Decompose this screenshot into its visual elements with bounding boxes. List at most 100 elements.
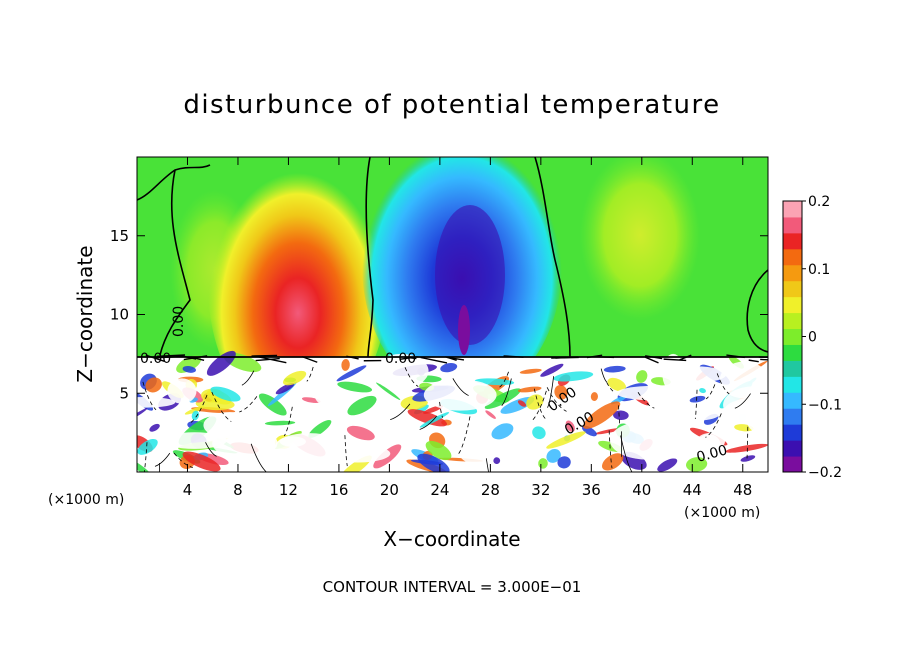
turbulence-contour bbox=[173, 452, 193, 469]
turbulence-white-cell bbox=[458, 436, 494, 465]
turbulence-blob bbox=[182, 365, 196, 373]
colorbar-swatch bbox=[783, 440, 802, 457]
turbulence-blob bbox=[484, 388, 521, 410]
turbulence-blob bbox=[137, 438, 158, 455]
turbulence-blob bbox=[546, 449, 561, 463]
turbulence-contour bbox=[390, 403, 411, 421]
turbulence-blob bbox=[583, 401, 621, 429]
colorbar-label: 0.1 bbox=[808, 262, 830, 278]
x-unit-left: (×1000 m) bbox=[48, 492, 124, 508]
turbulence-blob bbox=[346, 425, 375, 441]
turbulence-blob bbox=[283, 370, 307, 386]
turbulence-contour bbox=[618, 405, 621, 427]
y-axis: 5 10 15 bbox=[110, 227, 768, 402]
turbulence-contour bbox=[419, 415, 437, 430]
boundary-layer-turbulence bbox=[137, 350, 768, 472]
turbulence-blob bbox=[493, 457, 501, 465]
turbulence-white-cell bbox=[275, 433, 344, 460]
x-tick-label: 24 bbox=[430, 481, 449, 499]
colorbar: 0.2 0.1 0 −0.1 −0.2 bbox=[782, 194, 842, 481]
turbulence-blob bbox=[376, 382, 401, 400]
colorbar-label: −0.2 bbox=[808, 465, 842, 481]
turbulence-blob bbox=[532, 426, 546, 440]
turbulence-contour bbox=[211, 391, 232, 422]
turbulence-blob bbox=[689, 395, 706, 403]
colorbar-swatch bbox=[783, 376, 802, 393]
boundary-contour-dash bbox=[420, 356, 448, 364]
turbulence-contour bbox=[205, 442, 217, 457]
boundary-contour-dash bbox=[251, 354, 278, 357]
y-tick-label: 5 bbox=[119, 384, 129, 402]
turbulence-white-cell bbox=[677, 407, 720, 421]
turbulence-contour bbox=[546, 387, 567, 412]
turbulence-blob bbox=[613, 410, 629, 421]
contour-label: 0.00 bbox=[140, 351, 171, 367]
turbulence-blob bbox=[546, 431, 586, 449]
turbulence-blob bbox=[176, 355, 202, 373]
turbulence-contour bbox=[154, 452, 171, 467]
x-tick-label: 20 bbox=[380, 481, 399, 499]
turbulence-blob bbox=[410, 459, 444, 465]
turbulence-blob bbox=[540, 363, 564, 377]
turbulence-contour bbox=[143, 442, 148, 472]
x-tick-label: 28 bbox=[481, 481, 500, 499]
turbulence-white-cell bbox=[696, 432, 726, 451]
turbulence-contour bbox=[501, 378, 512, 407]
turbulence-white-cell bbox=[662, 353, 685, 393]
boundary-contour-dash bbox=[760, 358, 768, 361]
turbulence-contour bbox=[239, 396, 258, 413]
turbulence-blob bbox=[686, 457, 708, 472]
x-tick-label: 36 bbox=[582, 481, 601, 499]
x-unit-right: (×1000 m) bbox=[684, 505, 760, 521]
turbulence-contour bbox=[452, 378, 469, 396]
turbulence-contour bbox=[485, 458, 489, 472]
colorbar-swatch bbox=[783, 360, 802, 377]
y-axis-label: Z−coordinate bbox=[73, 245, 97, 382]
turbulence-blob bbox=[347, 395, 377, 416]
turbulence-contour bbox=[530, 390, 547, 423]
turbulence-contour bbox=[746, 426, 749, 459]
x-tick-label: 16 bbox=[329, 481, 348, 499]
turbulence-blob bbox=[491, 423, 514, 440]
turbulence-blob bbox=[337, 381, 373, 393]
turbulence-blob bbox=[657, 458, 678, 472]
colorbar-swatch bbox=[783, 328, 802, 345]
turbulence-blob bbox=[725, 443, 768, 453]
turbulence-contour bbox=[241, 370, 255, 386]
turbulence-blob bbox=[500, 396, 535, 414]
colorbar-swatch bbox=[783, 201, 802, 218]
x-tick-label: 8 bbox=[233, 481, 243, 499]
x-tick-label: 12 bbox=[279, 481, 298, 499]
boundary-contour-dash bbox=[663, 358, 687, 362]
turbulence-blob bbox=[145, 377, 162, 393]
turbulence-contour bbox=[694, 389, 698, 419]
colorbar-label: −0.1 bbox=[808, 397, 842, 413]
cold-core bbox=[435, 205, 505, 345]
boundary-contour-dash bbox=[748, 359, 759, 363]
turbulence-blob bbox=[554, 385, 568, 400]
turbulence-blob bbox=[740, 455, 756, 462]
zero-contour-left-lower bbox=[159, 169, 191, 356]
colorbar-swatch bbox=[783, 232, 802, 250]
colorbar-swatch bbox=[783, 392, 802, 409]
turbulence-contour bbox=[250, 443, 267, 472]
turbulence-blob bbox=[336, 365, 367, 382]
x-axis-label: X−coordinate bbox=[383, 527, 520, 551]
y-tick-label: 10 bbox=[110, 306, 129, 324]
turbulence-contour bbox=[306, 366, 314, 382]
colorbar-swatch bbox=[783, 296, 802, 314]
cold-peak bbox=[458, 305, 470, 355]
turbulence-white-cell bbox=[609, 420, 686, 460]
turbulence-contour bbox=[606, 382, 616, 394]
turbulence-contour bbox=[533, 388, 546, 419]
turbulence-contour bbox=[547, 376, 555, 408]
turbulence-contour bbox=[705, 413, 722, 438]
colorbar-swatch bbox=[783, 280, 802, 298]
y-tick-label: 15 bbox=[110, 227, 129, 245]
turbulence-blob bbox=[565, 420, 575, 432]
turbulence-blob bbox=[636, 370, 648, 383]
turbulence-contour bbox=[499, 371, 509, 388]
turbulence-white-cell bbox=[373, 353, 429, 389]
colorbar-swatch bbox=[783, 456, 802, 473]
